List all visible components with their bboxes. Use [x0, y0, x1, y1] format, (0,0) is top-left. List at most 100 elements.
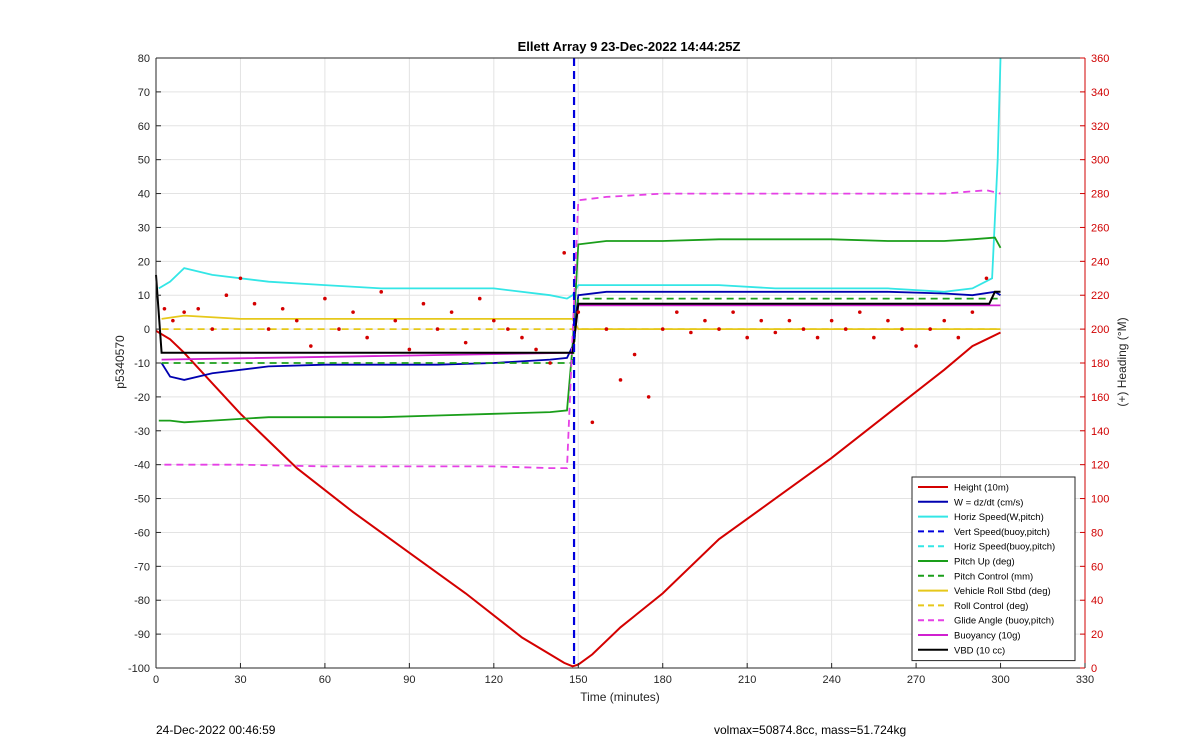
- heading-point: [689, 330, 693, 335]
- heading-point: [171, 318, 175, 323]
- heading-point: [534, 347, 538, 352]
- heading-point: [379, 290, 384, 294]
- heading-point: [548, 361, 552, 365]
- heading-point: [252, 301, 257, 306]
- y-tick-label: 40: [138, 189, 150, 201]
- heading-point: [196, 306, 201, 311]
- heading-point: [956, 335, 961, 340]
- heading-point: [646, 395, 651, 399]
- heading-point: [590, 420, 595, 425]
- heading-point: [449, 310, 454, 314]
- y-tick-label: 0: [144, 324, 150, 336]
- y-tick-label: -80: [134, 595, 150, 607]
- y-tick-label: -70: [134, 561, 150, 573]
- y2-tick-label: 280: [1091, 189, 1109, 201]
- y2-tick-label: 240: [1091, 256, 1109, 268]
- heading-point: [872, 335, 876, 340]
- legend: Height (10m) W = dz/dt (cm/s) Horiz Speed(…: [911, 476, 1076, 662]
- x-tick-label: 240: [822, 674, 840, 686]
- legend-entry: Pitch Up (deg): [954, 557, 1015, 568]
- legend-entry: VBD (10 cc): [954, 645, 1005, 656]
- heading-point: [900, 327, 904, 331]
- y2-tick-label: 300: [1091, 155, 1109, 167]
- legend-entry: Roll Control (deg): [954, 601, 1028, 612]
- heading-point: [435, 327, 440, 331]
- y2-axis-label: (+) Heading (°M): [1115, 317, 1129, 406]
- y2-tick-label: 360: [1091, 53, 1109, 65]
- x-tick-label: 120: [485, 674, 503, 686]
- y-tick-label: -20: [134, 392, 150, 404]
- legend-entry: Height (10m): [954, 483, 1009, 494]
- heading-point: [506, 327, 510, 331]
- heading-point: [323, 296, 327, 301]
- y-tick-label: 50: [138, 155, 150, 167]
- series-line-9: [164, 189, 1001, 470]
- heading-point: [280, 306, 285, 311]
- footer-volmax-mass: volmax=50874.8cc, mass=51.724kg: [714, 723, 907, 737]
- y2-tick-label: 20: [1091, 629, 1103, 641]
- heading-point: [520, 335, 524, 340]
- legend-entry: Horiz Speed(buoy,pitch): [954, 542, 1055, 553]
- y-tick-label: -40: [134, 460, 150, 472]
- y-axis-label: p5340570: [113, 335, 127, 389]
- legend-entry: Vehicle Roll Stbd (deg): [954, 586, 1051, 597]
- heading-point: [970, 310, 975, 314]
- heading-point: [759, 318, 764, 323]
- heading-point: [309, 344, 313, 348]
- heading-point: [717, 327, 721, 331]
- series-line-11: [155, 274, 1001, 354]
- y2-tick-label: 260: [1091, 222, 1109, 234]
- heading-point: [942, 318, 947, 323]
- x-axis-label: Time (minutes): [580, 690, 660, 704]
- legend-box: [911, 476, 1076, 662]
- heading-point: [351, 310, 355, 314]
- heading-point: [914, 344, 918, 348]
- heading-point: [337, 327, 341, 331]
- heading-point: [773, 330, 778, 335]
- y2-tick-label: 80: [1091, 527, 1103, 539]
- series-line-10: [161, 304, 1001, 361]
- heading-point: [675, 310, 679, 314]
- heading-point: [618, 378, 623, 382]
- x-tick-label: 270: [907, 674, 925, 686]
- y-tick-label: 20: [138, 256, 150, 268]
- heading-point: [492, 318, 496, 323]
- heading-point: [886, 318, 890, 323]
- heading-point: [477, 296, 482, 301]
- y-tick-label: 10: [138, 290, 150, 302]
- y2-tick-label: 100: [1091, 494, 1109, 506]
- heading-point: [731, 310, 735, 314]
- heading-point: [815, 335, 820, 340]
- legend-entry: W = dz/dt (cm/s): [954, 497, 1023, 508]
- y2-tick-label: 0: [1091, 663, 1097, 675]
- heading-point: [463, 340, 468, 345]
- plot-area: [155, 57, 1002, 668]
- y-tick-label: -30: [134, 426, 150, 438]
- heading-point: [787, 318, 792, 323]
- x-tick-label: 180: [654, 674, 672, 686]
- heading-point: [984, 276, 989, 281]
- heading-point: [928, 327, 932, 331]
- y2-tick-label: 140: [1091, 426, 1109, 438]
- heading-point: [294, 318, 299, 323]
- heading-point: [632, 352, 637, 357]
- x-tick-label: 300: [991, 674, 1009, 686]
- heading-point: [407, 347, 412, 352]
- heading-point: [703, 318, 707, 323]
- x-tick-label: 150: [569, 674, 587, 686]
- y2-tick-label: 40: [1091, 595, 1103, 607]
- y-tick-label: -50: [134, 494, 150, 506]
- heading-point: [801, 327, 806, 331]
- x-tick-label: 210: [738, 674, 756, 686]
- heading-point: [421, 301, 426, 306]
- y-tick-label: 30: [138, 222, 150, 234]
- x-tick-label: 60: [319, 674, 331, 686]
- series-line-6: [161, 297, 1001, 364]
- y2-tick-label: 200: [1091, 324, 1109, 336]
- series-line-7: [161, 314, 1001, 331]
- heading-point: [162, 306, 167, 311]
- heading-point: [604, 327, 609, 331]
- y2-tick-label: 320: [1091, 121, 1109, 133]
- y-tick-label: 80: [138, 53, 150, 65]
